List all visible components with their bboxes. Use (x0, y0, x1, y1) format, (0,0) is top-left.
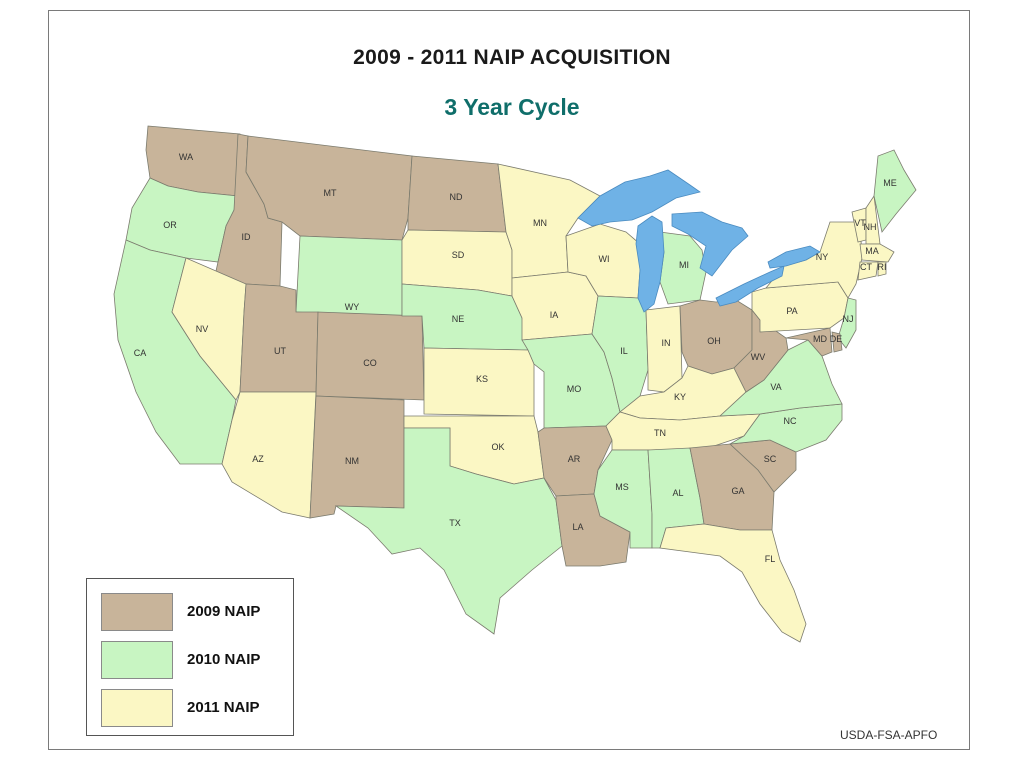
state-tx (334, 427, 563, 635)
state-label-ca: CA (134, 348, 147, 358)
state-label-al: AL (672, 488, 683, 498)
legend-swatch-2009 (101, 593, 173, 631)
state-label-az: AZ (252, 454, 264, 464)
state-label-id: ID (242, 232, 252, 242)
state-label-co: CO (363, 358, 377, 368)
state-label-wi: WI (599, 254, 610, 264)
state-ma (859, 243, 895, 263)
state-label-mi: MI (679, 260, 689, 270)
state-label-vt: VT (854, 218, 866, 228)
states-layer (113, 125, 917, 643)
state-label-nc: NC (784, 416, 797, 426)
state-co (315, 311, 425, 401)
state-label-nm: NM (345, 456, 359, 466)
state-ks (423, 347, 535, 417)
state-label-il: IL (620, 346, 628, 356)
state-pa (751, 281, 849, 333)
state-label-mt: MT (324, 188, 337, 198)
state-ia (511, 271, 599, 341)
lake-superior (577, 169, 701, 227)
legend-item-2010: 2010 NAIP (101, 641, 286, 679)
state-labels: WA OR CA ID NV MT WY UT AZ CO NM ND SD NE KS OK TX MN IA MO… (134, 152, 897, 564)
state-label-wv: WV (751, 352, 766, 362)
legend: 2009 NAIP 2010 NAIP 2011 NAIP (86, 578, 294, 736)
state-label-tn: TN (654, 428, 666, 438)
lake-huron (671, 211, 749, 277)
lake-ontario (767, 245, 821, 269)
state-label-wy: WY (345, 302, 360, 312)
state-label-pa: PA (786, 306, 797, 316)
legend-swatch-2010 (101, 641, 173, 679)
legend-label-2010: 2010 NAIP (187, 651, 261, 668)
state-label-la: LA (572, 522, 583, 532)
map-title: 2009 - 2011 NAIP ACQUISITION (353, 46, 671, 69)
legend-label-2009: 2009 NAIP (187, 603, 261, 620)
state-label-me: ME (883, 178, 897, 188)
state-label-ne: NE (452, 314, 465, 324)
state-label-mo: MO (567, 384, 582, 394)
state-label-oh: OH (707, 336, 721, 346)
state-label-ut: UT (274, 346, 286, 356)
state-label-sd: SD (452, 250, 465, 260)
state-label-ma: MA (865, 246, 879, 256)
state-az (221, 391, 317, 519)
state-ri (877, 261, 887, 277)
state-label-mn: MN (533, 218, 547, 228)
map-subtitle: 3 Year Cycle (444, 94, 580, 120)
state-in (645, 305, 683, 393)
state-label-ia: IA (550, 310, 559, 320)
state-label-ky: KY (674, 392, 686, 402)
state-label-tx: TX (449, 518, 461, 528)
state-label-ri: RI (878, 262, 887, 272)
state-ct (857, 261, 879, 281)
state-label-ar: AR (568, 454, 581, 464)
state-label-wa: WA (179, 152, 193, 162)
lake-michigan (635, 215, 665, 313)
state-label-or: OR (163, 220, 177, 230)
state-label-fl: FL (765, 554, 776, 564)
state-label-in: IN (662, 338, 671, 348)
state-de (831, 331, 843, 353)
state-label-de: DE (830, 334, 843, 344)
state-label-ga: GA (731, 486, 744, 496)
legend-label-2011: 2011 NAIP (187, 699, 260, 716)
legend-swatch-2011 (101, 689, 173, 727)
state-label-nd: ND (450, 192, 463, 202)
great-lakes (577, 169, 821, 313)
state-label-sc: SC (764, 454, 777, 464)
state-label-nh: NH (864, 222, 877, 232)
state-label-ms: MS (615, 482, 629, 492)
state-fl (659, 523, 807, 643)
state-ms (593, 449, 653, 549)
state-label-ct: CT (860, 262, 872, 272)
source-credit: USDA-FSA-APFO (840, 728, 938, 742)
state-label-nv: NV (196, 324, 209, 334)
state-md (785, 327, 833, 357)
legend-item-2009: 2009 NAIP (101, 593, 286, 631)
lake-erie (715, 265, 785, 307)
legend-item-2011: 2011 NAIP (101, 689, 286, 727)
state-label-ks: KS (476, 374, 488, 384)
state-label-nj: NJ (843, 314, 854, 324)
state-label-va: VA (770, 382, 781, 392)
state-label-md: MD (813, 334, 827, 344)
state-label-ny: NY (816, 252, 829, 262)
state-me (873, 149, 917, 233)
state-label-ok: OK (491, 442, 504, 452)
